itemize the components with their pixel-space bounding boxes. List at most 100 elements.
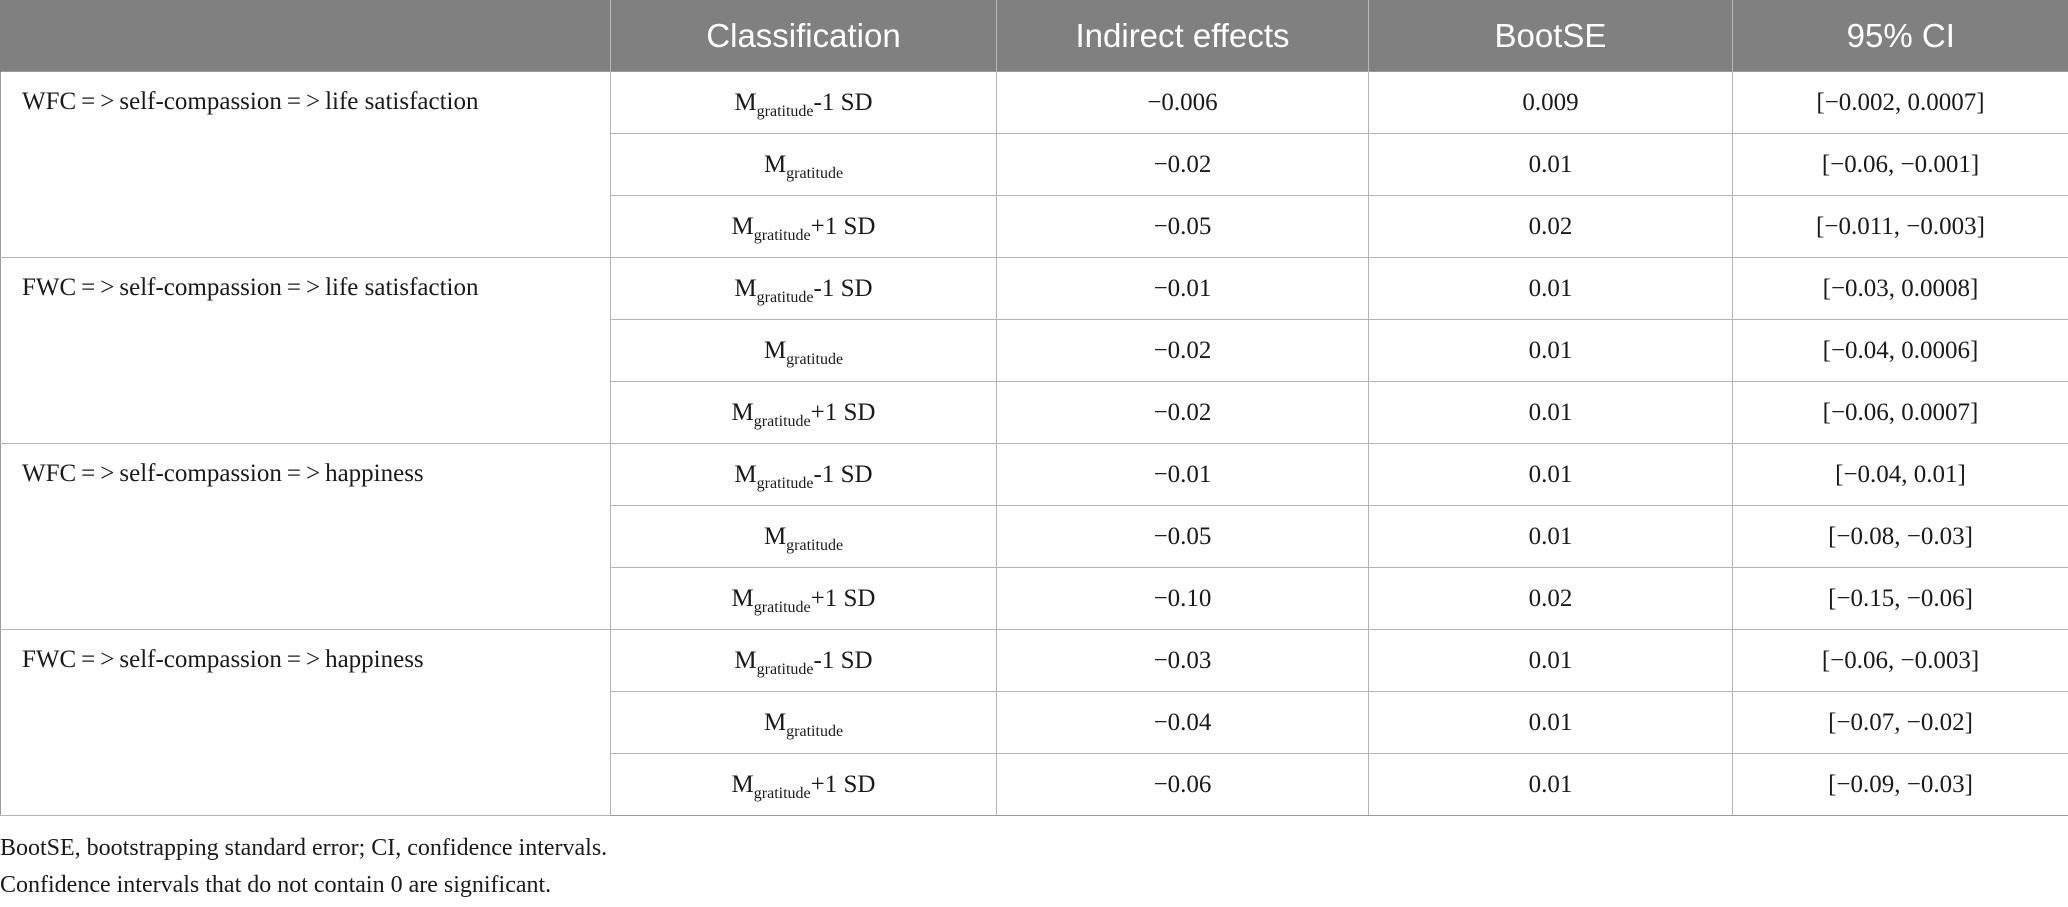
indirect-effect-cell: −0.01 — [996, 443, 1369, 506]
table-row: Mgratitude+1 SD −0.02 0.01 [−0.06, 0.000… — [1, 381, 2068, 444]
classification-cell: Mgratitude-1 SD — [610, 257, 997, 320]
classification-cell: Mgratitude+1 SD — [610, 753, 997, 816]
indirect-effect-cell: −0.01 — [996, 257, 1369, 320]
classification-cell: Mgratitude+1 SD — [610, 195, 997, 258]
bootse-cell: 0.01 — [1368, 629, 1733, 692]
bootse-cell: 0.02 — [1368, 195, 1733, 258]
indirect-effect-cell: −0.02 — [996, 319, 1369, 382]
pathway-label: FWC = > self-compassion = > happiness — [0, 629, 611, 816]
indirect-effect-cell: −0.06 — [996, 753, 1369, 816]
bootse-cell: 0.01 — [1368, 257, 1733, 320]
moderator-level: +1 SD — [810, 770, 876, 798]
indirect-effect-cell: −0.02 — [996, 381, 1369, 444]
table-row: Mgratitude −0.05 0.01 [−0.08, −0.03] — [1, 505, 2068, 568]
pathway-label: WFC = > self-compassion = > happiness — [0, 443, 611, 630]
ci-cell: [−0.03, 0.0008] — [1732, 257, 2068, 320]
moderator-symbol: M — [734, 460, 757, 488]
ci-cell: [−0.06, −0.003] — [1732, 629, 2068, 692]
moderator-subscript: gratitude — [756, 474, 814, 492]
moderator-level: +1 SD — [810, 212, 876, 240]
moderator-subscript: gratitude — [786, 164, 844, 182]
table-row: Mgratitude+1 SD −0.10 0.02 [−0.15, −0.06… — [1, 567, 2068, 630]
moderator-symbol: M — [731, 398, 754, 426]
pathway-label: FWC = > self-compassion = > life satisfa… — [0, 257, 611, 444]
bootse-cell: 0.01 — [1368, 443, 1733, 506]
moderator-symbol: M — [734, 274, 757, 302]
ci-cell: [−0.07, −0.02] — [1732, 691, 2068, 754]
ci-cell: [−0.15, −0.06] — [1732, 567, 2068, 630]
indirect-effect-cell: −0.02 — [996, 133, 1369, 196]
bootse-cell: 0.01 — [1368, 753, 1733, 816]
classification-cell: Mgratitude-1 SD — [610, 71, 997, 134]
moderator-subscript: gratitude — [786, 536, 844, 554]
indirect-effect-cell: −0.05 — [996, 195, 1369, 258]
moderator-symbol: M — [734, 646, 757, 674]
moderator-level: -1 SD — [813, 646, 873, 674]
table-row: WFC = > self-compassion = > life satisfa… — [0, 71, 2068, 258]
moderator-subscript: gratitude — [786, 722, 844, 740]
indirect-effect-cell: −0.05 — [996, 505, 1369, 568]
indirect-effect-cell: −0.03 — [996, 629, 1369, 692]
header-classification: Classification — [610, 0, 997, 72]
ci-cell: [−0.04, 0.01] — [1732, 443, 2068, 506]
moderator-symbol: M — [731, 212, 754, 240]
classification-cell: Mgratitude — [610, 133, 997, 196]
moderator-level: -1 SD — [813, 274, 873, 302]
moderator-subscript: gratitude — [753, 412, 811, 430]
moderator-subscript: gratitude — [756, 660, 814, 678]
bootse-cell: 0.02 — [1368, 567, 1733, 630]
moderator-symbol: M — [734, 88, 757, 116]
classification-cell: Mgratitude — [610, 319, 997, 382]
bootse-cell: 0.01 — [1368, 319, 1733, 382]
moderator-symbol: M — [763, 336, 787, 364]
results-table: Classification Indirect effects BootSE 9… — [0, 0, 2068, 816]
ci-cell: [−0.04, 0.0006] — [1732, 319, 2068, 382]
ci-cell: [−0.06, −0.001] — [1732, 133, 2068, 196]
moderator-symbol: M — [763, 150, 787, 178]
moderator-level: -1 SD — [813, 460, 873, 488]
ci-cell: [−0.002, 0.0007] — [1732, 71, 2068, 134]
table-header-row: Classification Indirect effects BootSE 9… — [0, 0, 2068, 72]
table-footnotes: BootSE, bootstrapping standard error; CI… — [0, 830, 607, 904]
moderator-level: +1 SD — [810, 398, 876, 426]
footnote-abbreviations: BootSE, bootstrapping standard error; CI… — [0, 835, 608, 861]
header-ci: 95% CI — [1732, 0, 2068, 72]
classification-cell: Mgratitude+1 SD — [610, 381, 997, 444]
table-body: WFC = > self-compassion = > life satisfa… — [0, 71, 2068, 816]
moderator-symbol: M — [731, 770, 754, 798]
bootse-cell: 0.01 — [1368, 691, 1733, 754]
bootse-cell: 0.01 — [1368, 381, 1733, 444]
table-row: Mgratitude+1 SD −0.05 0.02 [−0.011, −0.0… — [1, 195, 2068, 258]
classification-cell: Mgratitude+1 SD — [610, 567, 997, 630]
classification-cell: Mgratitude — [610, 691, 997, 754]
ci-cell: [−0.011, −0.003] — [1732, 195, 2068, 258]
moderator-subscript: gratitude — [756, 288, 814, 306]
pathway-label: WFC = > self-compassion = > life satisfa… — [0, 71, 611, 258]
table-row: WFC = > self-compassion = > happiness Mg… — [0, 443, 2068, 630]
moderator-subscript: gratitude — [753, 226, 811, 244]
moderator-subscript: gratitude — [786, 350, 844, 368]
header-pathway — [0, 0, 611, 72]
table-row: Mgratitude −0.04 0.01 [−0.07, −0.02] — [1, 691, 2068, 754]
ci-cell: [−0.06, 0.0007] — [1732, 381, 2068, 444]
classification-cell: Mgratitude-1 SD — [610, 443, 997, 506]
bootse-cell: 0.01 — [1368, 133, 1733, 196]
table-row: FWC = > self-compassion = > happiness Mg… — [0, 629, 2068, 816]
footnote-significance: Confidence intervals that do not contain… — [0, 872, 552, 898]
ci-cell: [−0.09, −0.03] — [1732, 753, 2068, 816]
table-row: FWC = > self-compassion = > life satisfa… — [0, 257, 2068, 444]
table-row: Mgratitude −0.02 0.01 [−0.04, 0.0006] — [1, 319, 2068, 382]
moderator-symbol: M — [763, 522, 787, 550]
bootse-cell: 0.009 — [1368, 71, 1733, 134]
moderator-subscript: gratitude — [753, 598, 811, 616]
header-bootse: BootSE — [1368, 0, 1733, 72]
moderator-subscript: gratitude — [753, 784, 811, 802]
indirect-effect-cell: −0.10 — [996, 567, 1369, 630]
moderator-subscript: gratitude — [756, 102, 814, 120]
header-indirect-effects: Indirect effects — [996, 0, 1369, 72]
indirect-effect-cell: −0.006 — [996, 71, 1369, 134]
indirect-effect-cell: −0.04 — [996, 691, 1369, 754]
bootse-cell: 0.01 — [1368, 505, 1733, 568]
moderator-level: -1 SD — [813, 88, 873, 116]
ci-cell: [−0.08, −0.03] — [1732, 505, 2068, 568]
